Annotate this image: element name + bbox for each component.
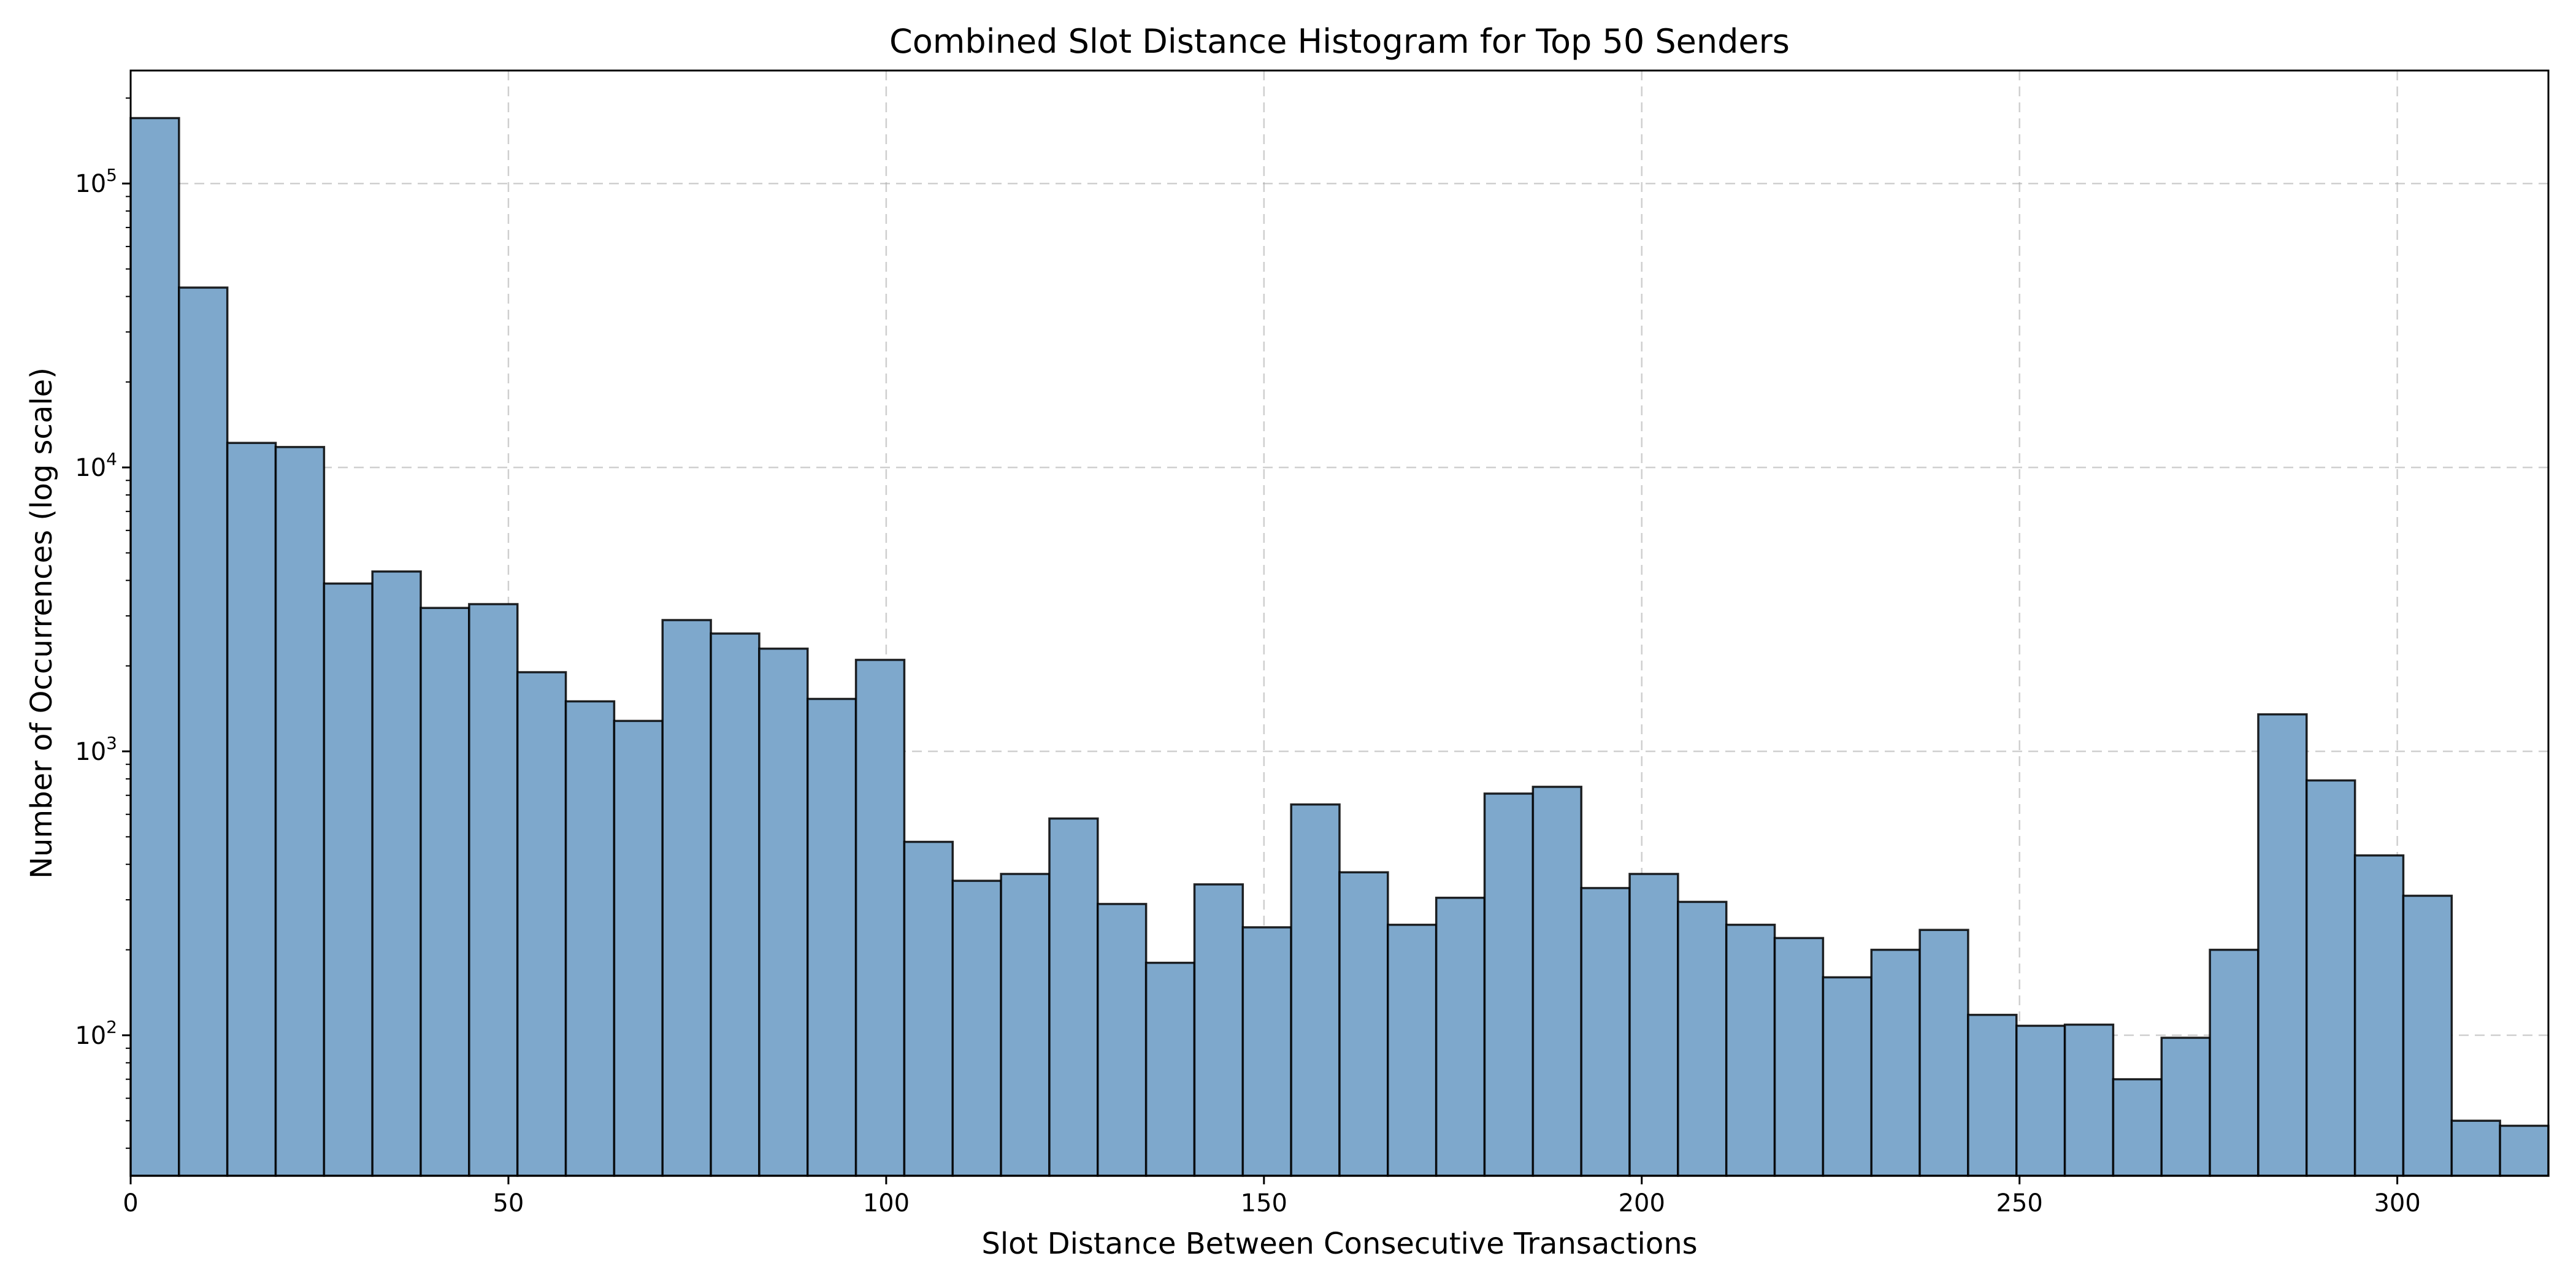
x-tick-label: 0: [123, 1189, 138, 1217]
histogram-bar: [1097, 903, 1148, 1177]
histogram-bar: [1531, 786, 1582, 1177]
histogram-bar: [1870, 948, 1921, 1177]
histogram-bar: [710, 632, 761, 1177]
histogram-bar: [2112, 1078, 2163, 1177]
histogram-bar: [1967, 1013, 2018, 1177]
x-tick-label: 100: [863, 1189, 910, 1217]
histogram-bar: [2499, 1124, 2550, 1177]
histogram-bar: [758, 647, 809, 1177]
histogram-bar: [371, 570, 422, 1177]
histogram-bar: [1677, 900, 1728, 1177]
x-tick-label: 50: [493, 1189, 524, 1217]
histogram-bar: [1241, 926, 1292, 1177]
histogram-bar: [274, 446, 326, 1177]
histogram-bar: [1000, 873, 1051, 1177]
histogram-bar: [1048, 817, 1099, 1177]
histogram-bar: [178, 286, 229, 1177]
histogram-bar: [1483, 792, 1535, 1177]
histogram-bar: [2257, 713, 2308, 1177]
histogram-bar: [2063, 1023, 2115, 1177]
histogram-bar: [226, 442, 277, 1177]
histogram-bar: [2160, 1037, 2211, 1177]
histogram-bar: [1919, 929, 1969, 1177]
histogram-bar: [1387, 924, 1438, 1177]
histogram-bar: [1725, 924, 1776, 1177]
chart-title: Combined Slot Distance Histogram for Top…: [889, 22, 1790, 61]
histogram-bar: [323, 582, 374, 1177]
x-tick-label: 250: [1996, 1189, 2043, 1217]
x-tick-label: 200: [1619, 1189, 1665, 1217]
histogram-bar: [854, 659, 906, 1177]
histogram-bar: [2450, 1119, 2501, 1177]
histogram-bar: [1193, 883, 1244, 1177]
histogram-bar: [2015, 1024, 2066, 1177]
histogram-bar: [1144, 962, 1196, 1177]
y-tick-label: 105: [75, 165, 117, 198]
y-tick-label: 103: [75, 733, 117, 766]
histogram-bar: [903, 840, 954, 1177]
x-tick-label: 150: [1241, 1189, 1287, 1217]
y-axis-label: Number of Occurrences (log scale): [25, 367, 59, 879]
histogram-bar: [807, 697, 857, 1177]
bars-layer: [129, 117, 2550, 1177]
histogram-bar: [1338, 871, 1389, 1177]
histogram-bar: [613, 719, 664, 1177]
histogram-bar: [2209, 948, 2260, 1177]
histogram-bar: [564, 700, 616, 1177]
histogram-bar: [2353, 854, 2405, 1177]
histogram-bar: [129, 117, 180, 1177]
histogram-bar: [1822, 976, 1873, 1177]
histogram-bar: [951, 880, 1002, 1177]
histogram-bar: [2402, 894, 2453, 1177]
histogram-bar: [468, 603, 519, 1177]
x-tick-label: 300: [2374, 1189, 2420, 1217]
x-axis-label: Slot Distance Between Consecutive Transa…: [981, 1227, 1697, 1261]
plot-frame: [129, 69, 2550, 1177]
histogram-bar: [420, 607, 470, 1177]
histogram-bar: [1580, 887, 1631, 1177]
histogram-bar: [2306, 779, 2356, 1177]
y-tick-label: 102: [75, 1017, 117, 1050]
histogram-bar: [1773, 937, 1825, 1177]
ticks-layer: 0 50 100 150 200 250 300 102 103 104 105: [75, 97, 2421, 1217]
histogram-bar: [516, 671, 567, 1177]
histogram-bar: [661, 619, 712, 1177]
histogram-bar: [1628, 873, 1679, 1177]
histogram-bar: [1290, 803, 1341, 1177]
y-tick-label: 104: [75, 449, 117, 482]
histogram-bar: [1435, 896, 1486, 1177]
